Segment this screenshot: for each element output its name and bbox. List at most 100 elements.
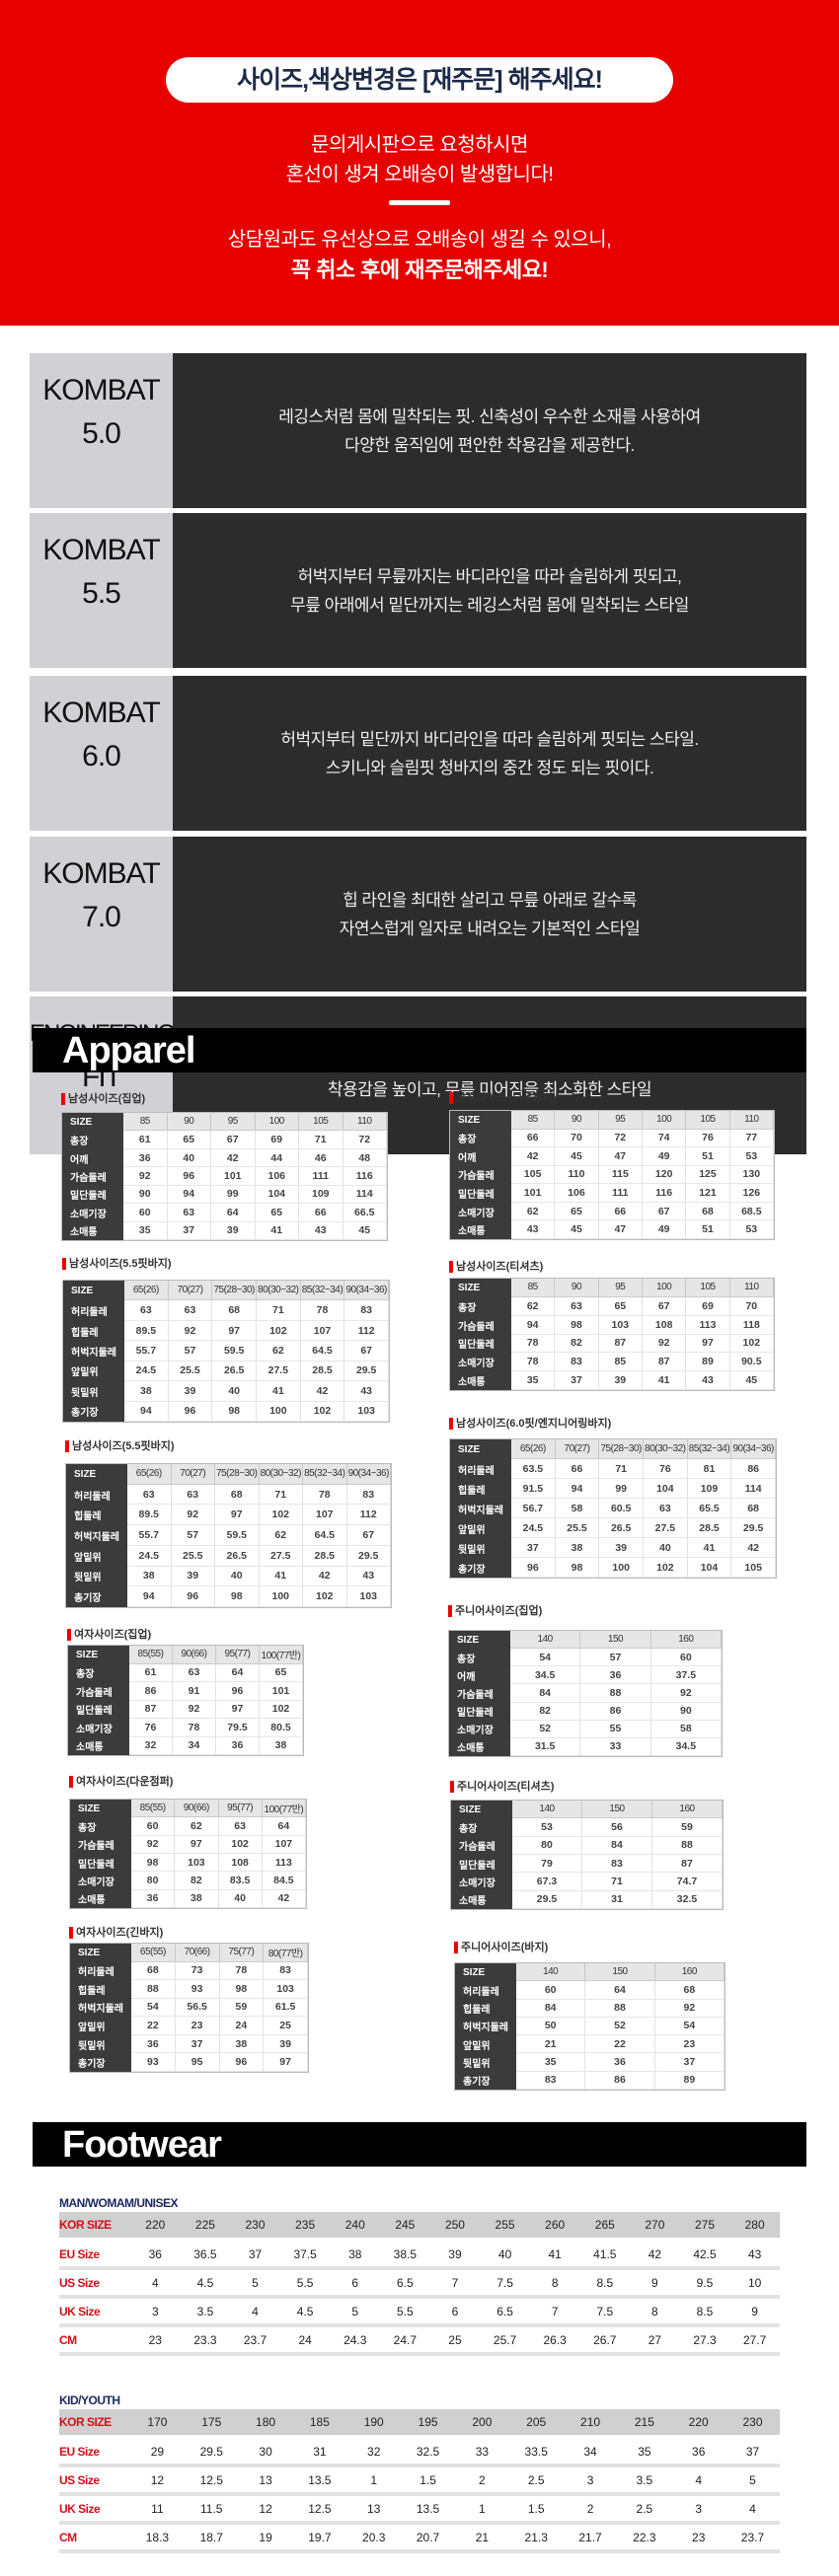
measure-label: 뒷밑위 — [70, 2034, 131, 2054]
table-cell: 63.5 — [511, 1459, 556, 1479]
table-cell: 56.5 — [175, 1998, 220, 2018]
table-cell: 42 — [511, 1147, 556, 1166]
measure-label: 허리둘레 — [70, 1961, 131, 1981]
table-cell: 5 — [749, 2472, 756, 2487]
measure-label: 앞밑위 — [63, 1361, 124, 1382]
size-header-cell: 100(77반) — [262, 1800, 306, 1818]
table-cell: 8.5 — [696, 2304, 714, 2318]
table-cell: 102 — [257, 1320, 301, 1342]
fit-version: 6.0 — [82, 740, 121, 773]
table-cell: 35 — [638, 2444, 651, 2459]
table-cell: 109 — [299, 1185, 343, 1205]
measure-label: 밑단둘레 — [450, 1184, 511, 1203]
size-label: SIZE — [451, 1801, 512, 1819]
size-table-title: 남성사이즈(5.5핏바지) — [62, 1258, 172, 1270]
table-cell: 13.5 — [308, 2472, 332, 2487]
table-cell: 36 — [131, 1889, 176, 1908]
size-label: SIZE — [450, 1279, 511, 1297]
table-cell: 6 — [351, 2275, 359, 2290]
footwear-size-table: KOR SIZE 220 225 230 235 240 245 250 255 260 265 27… — [59, 2212, 780, 2356]
table-cell: 69 — [255, 1131, 299, 1149]
row-label: US Size — [59, 2472, 100, 2487]
measure-label: 총기장 — [455, 2071, 516, 2090]
table-cell: 42 — [648, 2246, 662, 2261]
table-cell: 175 — [201, 2415, 222, 2429]
footwear-heading: Footwear — [33, 2122, 806, 2167]
table-cell: 42 — [211, 1148, 256, 1168]
table-cell: 33 — [475, 2444, 490, 2459]
table-cell: 103 — [346, 1586, 391, 1607]
measure-label: 밑단둘레 — [450, 1334, 511, 1354]
table-cell: 35 — [123, 1221, 168, 1240]
table-cell: 55 — [580, 1720, 651, 1738]
size-header-cell: 85(55) — [131, 1800, 176, 1818]
table-cell: 96 — [219, 2053, 265, 2072]
measure-label: 가슴둘레 — [450, 1315, 511, 1335]
table-cell: 63 — [644, 1499, 688, 1518]
size-header-cell: 80(30~32) — [259, 1464, 303, 1485]
size-header-cell: 70(27) — [168, 1281, 213, 1301]
measure-label: 총장 — [449, 1649, 510, 1667]
table-cell: 36 — [131, 2034, 176, 2054]
table-cell: 3.5 — [636, 2472, 653, 2487]
table-cell: 67.3 — [512, 1873, 582, 1891]
table-cell: 78 — [300, 1300, 345, 1321]
table-cell: 78 — [219, 1961, 265, 1981]
table-cell: 97 — [215, 1505, 260, 1526]
table-row: KOR SIZE 170 175 180 185 190 195 200 205 210 215 22… — [59, 2409, 780, 2439]
table-cell: 112 — [346, 1505, 391, 1526]
size-table-title: 남성사이즈(6.0핏/엔지니어링바지) — [449, 1418, 611, 1430]
table-cell: 65 — [598, 1296, 643, 1316]
table-cell: 34.5 — [510, 1666, 581, 1685]
fit-row: KOMBAT 5.0 레깅스처럼 몸에 밀착되는 핏. 신축성이 우수한 소재를 사… — [30, 353, 806, 508]
table-cell: 113 — [686, 1315, 730, 1335]
table-cell: 40 — [497, 2246, 512, 2261]
fit-description: 레깅스처럼 몸에 밀착되는 핏. 신축성이 우수한 소재를 사용하여 다양한 움직… — [173, 353, 806, 508]
table-cell: 41 — [255, 1221, 299, 1240]
measure-label: 소매통 — [70, 1889, 131, 1908]
table-cell: 57 — [168, 1341, 213, 1362]
table-cell: 80 — [131, 1872, 176, 1890]
table-cell: 46 — [299, 1148, 343, 1168]
fit-name: KOMBAT 7.0 — [30, 837, 173, 992]
size-header-cell: 160 — [650, 1631, 722, 1650]
fit-row: KOMBAT 7.0 힙 라인을 최대한 살리고 무릎 아래로 갈수록 자연스럽게 일… — [30, 837, 806, 992]
measure-label: 총기장 — [66, 1586, 127, 1607]
size-table: SIZE 140 150 160 총장 54 57 60 어깨 34.5 36 37.5 가슴둘레 84 8… — [448, 1630, 723, 1757]
table-cell: 57 — [171, 1525, 215, 1546]
table-cell: 6.5 — [496, 2304, 513, 2318]
table-cell: 60 — [650, 1649, 722, 1667]
table-cell: 38 — [124, 1381, 169, 1402]
measure-label: 허벅지둘레 — [455, 2017, 516, 2036]
fit-row: KOMBAT 5.5 허벅지부터 무릎까지는 바디라인을 따라 슬림하게 핏되고, 무… — [30, 513, 806, 668]
table-cell: 36 — [585, 2053, 655, 2072]
table-cell: 9 — [751, 2304, 758, 2318]
table-cell: 55.7 — [127, 1525, 172, 1546]
table-cell: 66 — [299, 1204, 343, 1222]
table-cell: 2 — [479, 2472, 486, 2487]
table-cell: 67 — [344, 1341, 389, 1362]
table-cell: 45 — [555, 1220, 599, 1239]
table-cell: 12.5 — [308, 2501, 332, 2516]
table-cell: 4 — [151, 2275, 159, 2290]
table-cell: 37 — [175, 2034, 220, 2054]
table-cell: 41 — [687, 1538, 732, 1558]
size-header-cell: 90 — [167, 1113, 211, 1132]
table-cell: 97 — [264, 2053, 308, 2072]
table-cell: 104 — [644, 1479, 688, 1499]
table-cell: 100 — [257, 1401, 301, 1422]
table-cell: 91.5 — [511, 1479, 556, 1499]
measure-label: 총장 — [70, 1817, 131, 1836]
size-header-cell: 110 — [343, 1113, 387, 1132]
table-cell: 63 — [124, 1300, 169, 1321]
table-cell: 48 — [343, 1148, 387, 1168]
table-cell: 53 — [512, 1818, 582, 1837]
table-cell: 99 — [599, 1479, 644, 1499]
table-cell: 107 — [262, 1835, 306, 1854]
size-header-cell: 100 — [255, 1113, 299, 1132]
table-cell: 37 — [248, 2246, 263, 2261]
measure-label: 허리둘레 — [63, 1300, 124, 1321]
size-table: SIZE 140 150 160 총장 53 56 59 가슴둘레 80 84 88 밑단둘레 79 83 8… — [450, 1800, 724, 1910]
table-cell: 103 — [344, 1401, 389, 1422]
table-cell: 67 — [211, 1131, 256, 1149]
